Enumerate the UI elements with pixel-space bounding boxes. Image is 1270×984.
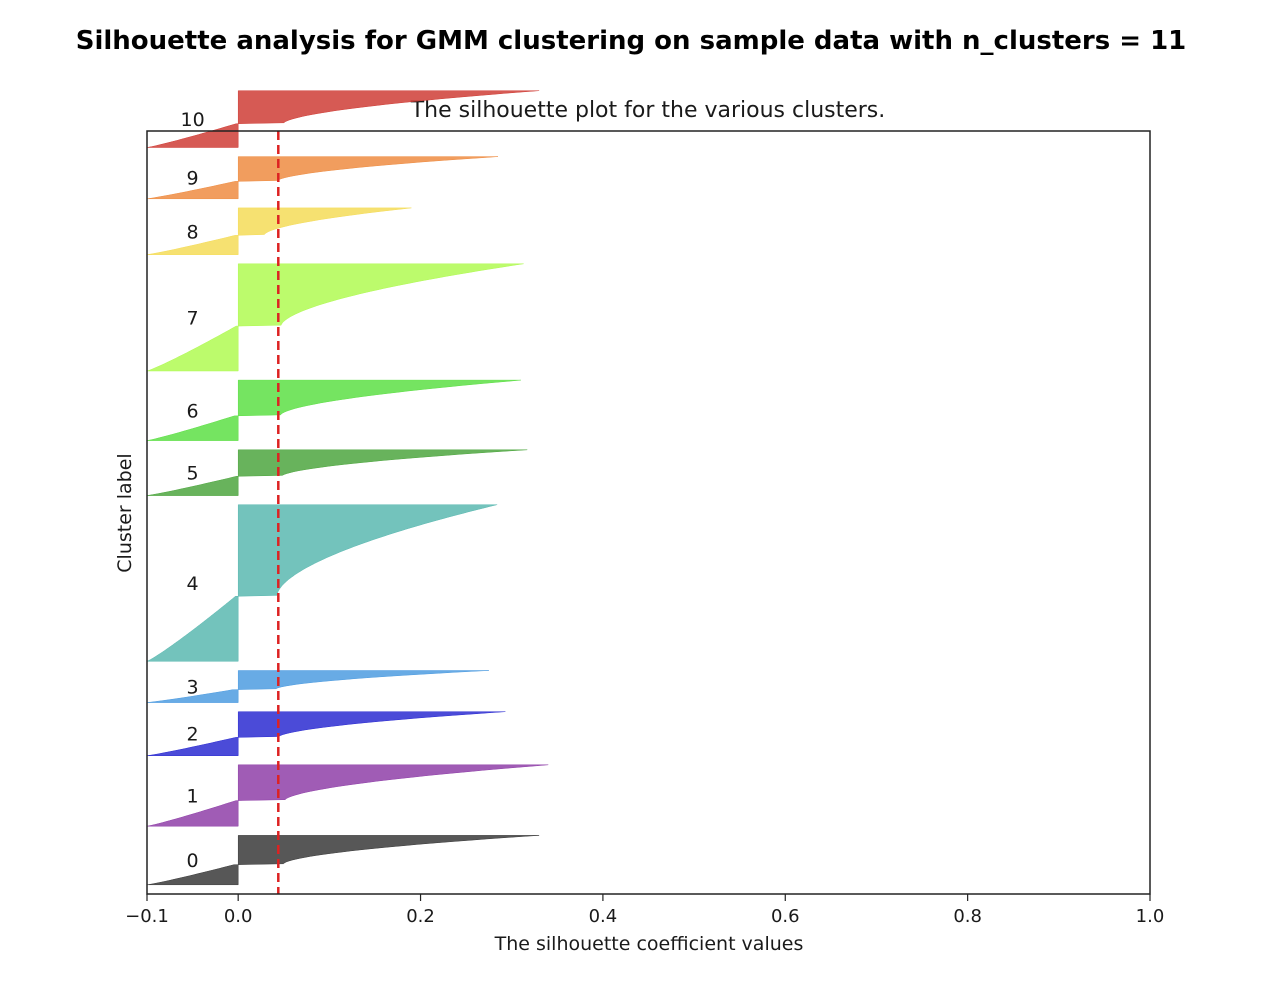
x-tick-label: 0.0	[224, 906, 253, 927]
x-axis-label: The silhouette coefficient values	[494, 933, 804, 955]
x-tick-label: 0.4	[589, 906, 618, 927]
cluster-label-5: 5	[187, 463, 199, 485]
cluster-label-6: 6	[187, 400, 199, 422]
cluster-10-silhouette	[147, 91, 539, 148]
cluster-0-silhouette	[147, 835, 539, 884]
cluster-label-4: 4	[187, 573, 199, 595]
cluster-5-silhouette	[147, 450, 527, 496]
cluster-4-silhouette	[147, 505, 497, 662]
cluster-7-silhouette	[147, 264, 524, 371]
cluster-silhouettes	[147, 91, 548, 885]
cluster-label-0: 0	[187, 850, 199, 872]
y-axis-label: Cluster label	[114, 453, 136, 572]
x-tick-label: 0.8	[953, 906, 982, 927]
cluster-label-7: 7	[187, 307, 199, 329]
x-tick-label: 1.0	[1136, 906, 1165, 927]
cluster-label-10: 10	[181, 109, 205, 131]
x-tick-label: 0.6	[771, 906, 800, 927]
cluster-label-8: 8	[187, 221, 199, 243]
x-tick-label: −0.1	[125, 906, 169, 927]
cluster-label-2: 2	[187, 724, 199, 746]
cluster-9-silhouette	[147, 157, 498, 199]
cluster-1-silhouette	[147, 765, 548, 826]
cluster-label-3: 3	[187, 677, 199, 699]
cluster-6-silhouette	[147, 380, 521, 441]
x-tick-label: 0.2	[406, 906, 435, 927]
cluster-label-9: 9	[187, 168, 199, 190]
x-axis-ticks: −0.1 0.0 0.2 0.4 0.6 0.8 1.0	[125, 894, 1164, 927]
cluster-label-1: 1	[187, 786, 199, 808]
cluster-2-silhouette	[147, 712, 505, 756]
